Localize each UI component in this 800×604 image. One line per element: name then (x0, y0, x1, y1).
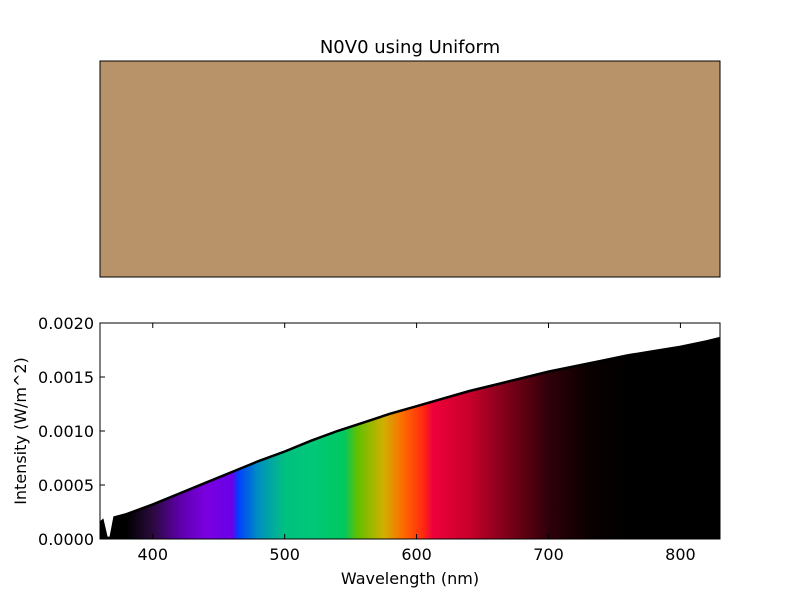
x-tick-label: 500 (269, 545, 300, 564)
x-axis-label: Wavelength (nm) (341, 569, 479, 588)
y-tick-label: 0.0010 (38, 422, 94, 441)
color-swatch (99, 60, 721, 278)
y-tick-label: 0.0000 (38, 530, 94, 549)
y-axis-ticks: 0.0000 0.0005 0.0010 0.0015 0.0020 (38, 314, 720, 549)
y-tick-label: 0.0005 (38, 476, 94, 495)
swatch-title: N0V0 using Uniform (320, 37, 500, 58)
y-tick-label: 0.0020 (38, 314, 94, 333)
x-tick-label: 800 (665, 545, 696, 564)
spectrum-line (99, 336, 721, 540)
spectrum-area (100, 338, 720, 539)
y-tick-label: 0.0015 (38, 368, 94, 387)
x-tick-label: 600 (401, 545, 432, 564)
x-tick-label: 400 (137, 545, 168, 564)
x-axis-ticks: 400 500 600 700 800 (137, 323, 696, 564)
spectrum-plot-area (99, 336, 721, 540)
y-axis-label: Intensity (W/m^2) (11, 357, 30, 505)
x-tick-label: 700 (533, 545, 564, 564)
